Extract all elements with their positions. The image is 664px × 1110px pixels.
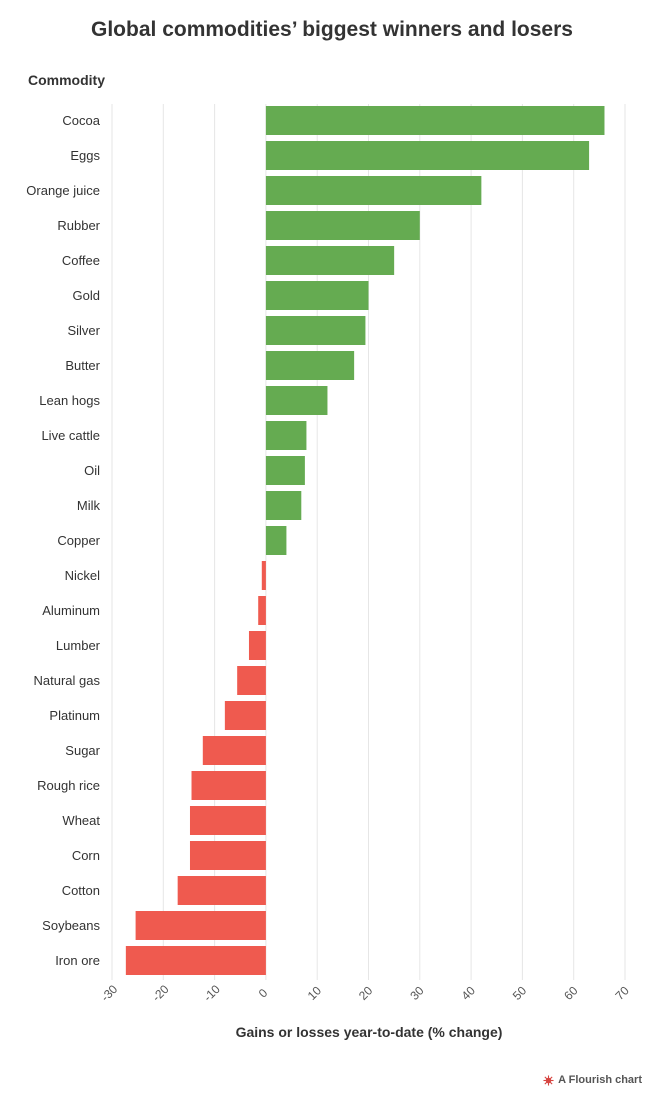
category-label: Rough rice — [37, 778, 100, 793]
bar-cocoa[interactable] — [265, 106, 605, 135]
bar-copper[interactable] — [265, 526, 287, 555]
bar-rough-rice[interactable] — [191, 771, 266, 800]
bar-natural-gas[interactable] — [237, 666, 266, 695]
bar-butter[interactable] — [265, 351, 355, 380]
category-label: Corn — [72, 848, 100, 863]
category-label: Milk — [77, 498, 101, 513]
bar-orange-juice[interactable] — [265, 176, 482, 205]
category-label: Cocoa — [62, 113, 100, 128]
category-label: Eggs — [70, 148, 100, 163]
bar-nickel[interactable] — [261, 561, 266, 590]
x-tick-label: 60 — [561, 983, 581, 1003]
category-label: Iron ore — [55, 953, 100, 968]
bar-rubber[interactable] — [265, 211, 420, 240]
bar-platinum[interactable] — [224, 701, 266, 730]
x-tick-label: -10 — [201, 982, 223, 1004]
category-label: Orange juice — [26, 183, 100, 198]
flourish-credit[interactable]: A Flourish chart — [543, 1074, 642, 1086]
bar-gold[interactable] — [265, 281, 369, 310]
bar-wheat[interactable] — [189, 806, 266, 835]
x-tick-label: 10 — [305, 983, 325, 1003]
gridlines — [111, 104, 626, 980]
x-tick-label: 70 — [612, 983, 632, 1003]
flourish-logo-icon — [543, 1074, 554, 1086]
x-tick-labels: -30 -20 -10 0 10 20 30 40 50 60 70 — [98, 982, 632, 1004]
category-label: Gold — [73, 288, 100, 303]
x-tick-label: 20 — [356, 983, 376, 1003]
category-label: Aluminum — [42, 603, 100, 618]
bar-iron-ore[interactable] — [125, 946, 266, 975]
x-axis-title: Gains or losses year-to-date (% change) — [235, 1024, 503, 1040]
category-label: Lumber — [56, 638, 101, 653]
bar-cotton[interactable] — [177, 876, 266, 905]
bar-lean-hogs[interactable] — [265, 386, 328, 415]
category-label: Oil — [84, 463, 100, 478]
category-labels: Cocoa Eggs Orange juice Rubber Coffee Gold Sil… — [26, 113, 100, 968]
category-label: Platinum — [49, 708, 100, 723]
category-label: Rubber — [57, 218, 100, 233]
chart-title: Global commodities’ biggest winners and … — [91, 18, 573, 41]
x-tick-label: 0 — [256, 986, 271, 1001]
category-label: Silver — [67, 323, 100, 338]
category-label: Wheat — [62, 813, 100, 828]
category-label: Butter — [65, 358, 100, 373]
y-axis-title: Commodity — [28, 72, 105, 88]
bar-milk[interactable] — [265, 491, 302, 520]
bar-soybeans[interactable] — [135, 911, 266, 940]
bar-silver[interactable] — [265, 316, 366, 345]
x-tick-label: -20 — [149, 982, 171, 1004]
category-label: Live cattle — [41, 428, 100, 443]
bar-oil[interactable] — [265, 456, 305, 485]
x-tick-label: 30 — [407, 983, 427, 1003]
x-tick-label: 40 — [459, 983, 479, 1003]
category-label: Coffee — [62, 253, 100, 268]
category-label: Copper — [57, 533, 100, 548]
bar-aluminum[interactable] — [258, 596, 266, 625]
credit-text: A Flourish chart — [558, 1074, 642, 1086]
category-label: Nickel — [65, 568, 101, 583]
bar-live-cattle[interactable] — [265, 421, 307, 450]
x-tick-label: 50 — [510, 983, 530, 1003]
category-label: Sugar — [65, 743, 100, 758]
bar-eggs[interactable] — [265, 141, 590, 170]
category-label: Cotton — [62, 883, 100, 898]
x-tick-label: -30 — [98, 982, 120, 1004]
category-label: Natural gas — [34, 673, 101, 688]
category-label: Lean hogs — [39, 393, 100, 408]
bar-sugar[interactable] — [202, 736, 266, 765]
bars — [125, 106, 605, 975]
bar-lumber[interactable] — [248, 631, 266, 660]
bar-corn[interactable] — [189, 841, 266, 870]
category-label: Soybeans — [42, 918, 100, 933]
bar-coffee[interactable] — [265, 246, 395, 275]
